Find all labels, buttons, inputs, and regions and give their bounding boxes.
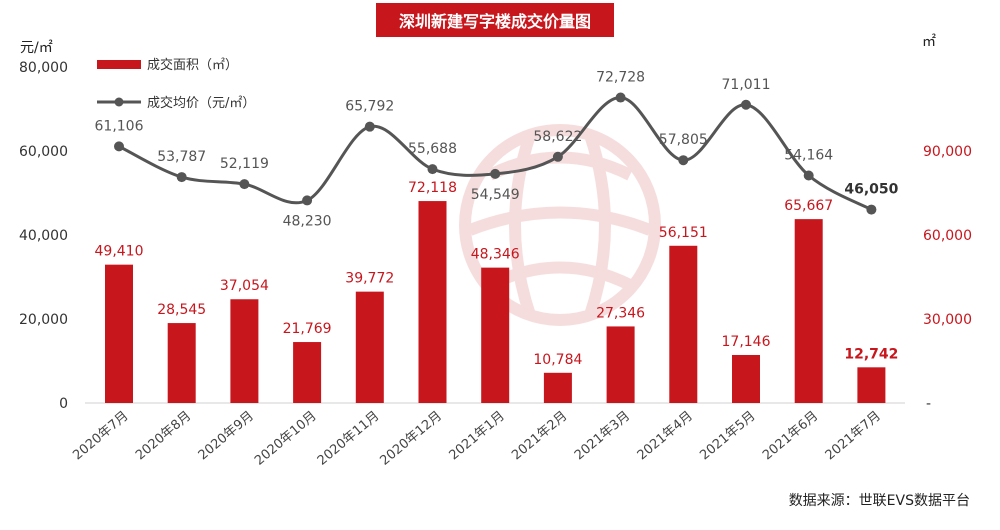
legend-swatch-marker xyxy=(114,97,124,107)
x-tick-label: 2021年5月 xyxy=(697,409,758,464)
price-point-2020年11月 xyxy=(364,121,375,132)
bar-2021年4月 xyxy=(669,245,698,403)
price-point-2021年4月 xyxy=(678,155,689,166)
price-point-2020年7月 xyxy=(114,141,124,152)
x-tick-label: 2020年12月 xyxy=(377,409,445,469)
x-tick-label: 2021年6月 xyxy=(760,409,821,464)
bar-value-label: 39,772 xyxy=(345,271,394,287)
price-point-2021年6月 xyxy=(803,170,814,181)
right-tick-label: 90,000 xyxy=(923,144,972,160)
bar-value-label: 49,410 xyxy=(95,244,144,260)
price-point-2021年2月 xyxy=(552,151,563,162)
left-tick-label: 40,000 xyxy=(19,228,68,244)
legend: 成交面积（㎡） 成交均价（元/㎡） xyxy=(97,57,255,111)
x-tick-label: 2020年11月 xyxy=(315,409,383,469)
legend-label-line: 成交均价（元/㎡） xyxy=(147,95,255,111)
right-tick-label: - xyxy=(926,396,931,412)
bar-2021年2月 xyxy=(543,372,572,403)
price-point-2021年5月 xyxy=(741,99,751,110)
price-value-label: 58,622 xyxy=(533,129,582,145)
bar-value-label: 21,769 xyxy=(283,321,332,337)
bar-2020年8月 xyxy=(167,323,196,403)
bar-value-label: 37,054 xyxy=(220,278,269,294)
price-value-label: 65,792 xyxy=(345,99,394,115)
left-tick-label: 20,000 xyxy=(19,312,68,328)
price-point-2021年7月 xyxy=(866,204,877,215)
right-axis-unit: ㎡ xyxy=(922,34,936,50)
left-tick-label: 80,000 xyxy=(19,60,68,76)
price-value-label: 54,164 xyxy=(784,148,833,164)
bar-2021年5月 xyxy=(732,354,760,403)
bar-2020年11月 xyxy=(355,291,384,403)
x-tick-label: 2021年4月 xyxy=(635,409,696,464)
source-note: 数据来源：世联EVS数据平台 xyxy=(788,493,970,509)
price-value-label: 61,106 xyxy=(95,118,144,134)
price-value-label: 72,728 xyxy=(596,70,645,86)
price-value-label: 57,805 xyxy=(659,132,708,148)
price-value-label: 54,549 xyxy=(471,187,520,203)
x-tick-label: 2021年2月 xyxy=(509,409,570,464)
bar-value-label: 27,346 xyxy=(596,305,645,321)
bar-2021年1月 xyxy=(481,267,510,403)
price-value-label: 46,050 xyxy=(844,182,898,198)
bar-value-label: 28,545 xyxy=(157,302,206,318)
bar-value-label: 12,742 xyxy=(844,346,898,362)
price-point-2020年12月 xyxy=(427,164,438,175)
bar-2020年10月 xyxy=(293,342,322,403)
bar-2020年9月 xyxy=(230,299,259,403)
bar-value-label: 65,667 xyxy=(784,198,833,214)
bar-2020年12月 xyxy=(418,201,447,403)
right-tick-label: 30,000 xyxy=(923,312,972,328)
bar-2021年6月 xyxy=(794,219,823,403)
x-tick-label: 2021年3月 xyxy=(572,409,633,464)
left-tick-label: 0 xyxy=(59,396,68,412)
x-tick-label: 2021年1月 xyxy=(447,409,508,464)
bar-2021年3月 xyxy=(606,326,635,403)
price-value-label: 52,119 xyxy=(220,156,269,172)
price-point-2021年3月 xyxy=(615,92,626,103)
price-point-2021年1月 xyxy=(490,168,501,179)
legend-swatch-bar xyxy=(97,60,141,69)
bar-value-label: 17,146 xyxy=(722,334,771,350)
x-tick-label: 2020年8月 xyxy=(133,409,194,464)
price-value-label: 55,688 xyxy=(408,141,457,157)
price-point-2020年8月 xyxy=(176,172,187,183)
bar-value-label: 72,118 xyxy=(408,180,457,196)
x-tick-label: 2020年9月 xyxy=(196,409,257,464)
price-value-label: 71,011 xyxy=(722,77,771,93)
price-value-label: 53,787 xyxy=(157,149,206,165)
bar-value-label: 10,784 xyxy=(533,352,582,368)
price-value-label: 48,230 xyxy=(283,213,332,229)
x-tick-label: 2020年10月 xyxy=(252,409,320,469)
x-tick-label: 2020年7月 xyxy=(70,409,131,464)
bar-2021年7月 xyxy=(857,367,886,403)
bar-2020年7月 xyxy=(105,264,133,403)
price-point-2020年9月 xyxy=(239,179,250,190)
bar-value-label: 56,151 xyxy=(659,225,708,241)
right-tick-label: 60,000 xyxy=(923,228,972,244)
x-tick-label: 2021年7月 xyxy=(823,409,884,464)
left-axis-unit: 元/㎡ xyxy=(20,40,53,56)
legend-label-bar: 成交面积（㎡） xyxy=(147,57,238,73)
price-point-2020年10月 xyxy=(302,195,313,206)
bar-value-label: 48,346 xyxy=(471,247,520,263)
left-tick-label: 60,000 xyxy=(19,144,68,160)
chart-title: 深圳新建写字楼成交价量图 xyxy=(376,3,614,37)
